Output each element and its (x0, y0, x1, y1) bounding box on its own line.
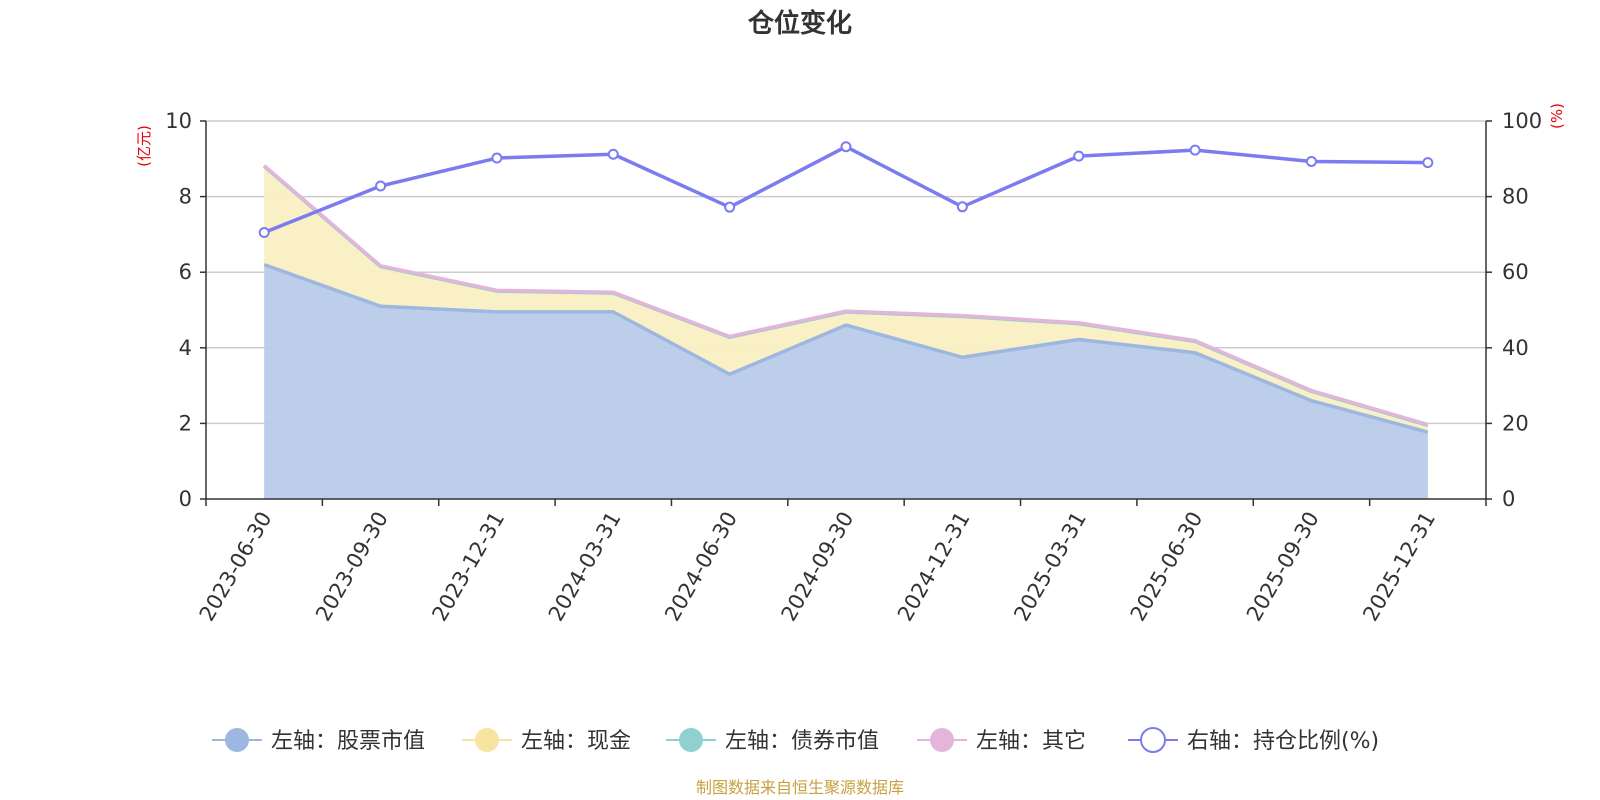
right-tick-label: 100 (1502, 109, 1542, 133)
left-axis-unit: (亿元) (135, 125, 153, 167)
x-tick-label: 2023-09-30 (311, 508, 393, 626)
right-tick-label: 80 (1502, 185, 1529, 209)
line-series (263, 144, 1428, 235)
left-tick-label: 6 (179, 260, 192, 284)
line-point (375, 180, 387, 192)
legend-marker (930, 728, 954, 752)
chart-title: 仓位变化 (747, 8, 852, 39)
left-tick-label: 8 (179, 185, 192, 209)
left-tick-label: 4 (179, 336, 192, 360)
legend-item[interactable]: 左轴：债券市值 (666, 728, 879, 754)
x-tick-label: 2025-06-30 (1126, 508, 1208, 626)
legend-marker (679, 728, 703, 752)
legend-marker (225, 728, 249, 752)
line-point (258, 227, 270, 239)
left-tick-label: 0 (179, 487, 192, 511)
area-edge-左轴：其它 (263, 164, 1429, 427)
x-tick-label: 2025-09-30 (1242, 508, 1324, 626)
right-tick-label: 60 (1502, 260, 1529, 284)
right-tick-label: 0 (1502, 487, 1515, 511)
x-tick-label: 2025-03-31 (1009, 508, 1091, 626)
right-tick-label: 40 (1502, 336, 1529, 360)
left-tick-label: 10 (165, 109, 192, 133)
x-tick-label: 2025-12-31 (1358, 508, 1440, 626)
line-point (1305, 155, 1317, 167)
legend-label: 左轴：现金 (521, 729, 631, 754)
legend-item[interactable]: 左轴：其它 (917, 728, 1086, 754)
legend-label: 左轴：债券市值 (725, 729, 879, 754)
line-point (1073, 150, 1085, 162)
x-tick-label: 2024-06-30 (660, 508, 742, 626)
line-point (491, 152, 503, 164)
legend-marker (1140, 727, 1166, 753)
x-tick-label: 2024-03-31 (544, 508, 626, 626)
line-point (840, 141, 852, 153)
legend-label: 右轴：持仓比例(%) (1187, 729, 1379, 754)
area-左轴：股票市值 (264, 264, 1428, 499)
line-point (607, 148, 619, 160)
ratio-line (258, 141, 1434, 239)
area-edge-左轴：股票市值 (263, 262, 1429, 434)
right-axis-unit: (%) (1548, 103, 1566, 129)
area-左轴：现金 (264, 166, 1428, 433)
x-tick-label: 2024-09-30 (777, 508, 859, 626)
x-tick-label: 2023-12-31 (427, 508, 509, 626)
legend-label: 左轴：股票市值 (271, 729, 425, 754)
stacked-areas (263, 164, 1429, 499)
legend-item[interactable]: 左轴：现金 (462, 728, 631, 754)
legend-item[interactable]: 左轴：股票市值 (212, 728, 425, 754)
line-point (724, 201, 736, 213)
line-point (1422, 157, 1434, 169)
x-tick-label: 2024-12-31 (893, 508, 975, 626)
legend[interactable]: 左轴：股票市值 左轴：现金 左轴：债券市值 左轴：其它 右轴：持仓比例(%) (212, 727, 1379, 754)
legend-marker (475, 728, 499, 752)
legend-item[interactable]: 右轴：持仓比例(%) (1128, 727, 1379, 754)
line-point (956, 201, 968, 213)
left-tick-label: 2 (179, 411, 192, 435)
data-source-note: 制图数据来自恒生聚源数据库 (696, 778, 904, 797)
x-tick-label: 2023-06-30 (195, 508, 277, 626)
legend-label: 左轴：其它 (976, 729, 1086, 754)
right-tick-label: 20 (1502, 411, 1529, 435)
line-point (1189, 144, 1201, 156)
